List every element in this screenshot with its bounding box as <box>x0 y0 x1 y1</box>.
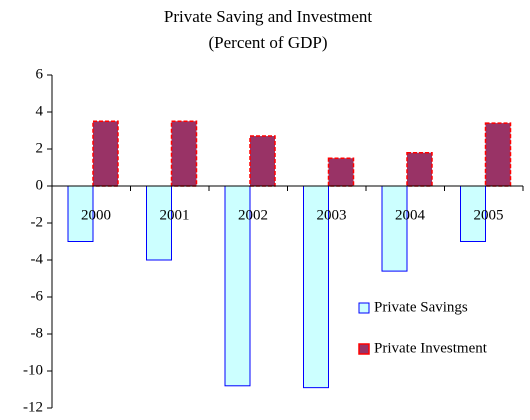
bar <box>327 157 355 187</box>
bar <box>406 151 433 187</box>
bar <box>146 185 172 261</box>
bar <box>303 185 329 389</box>
bar <box>92 120 119 187</box>
legend-label: Private Investment <box>374 340 488 356</box>
chart-title: Private Saving and Investment <box>164 7 372 26</box>
y-tick-label: 0 <box>36 177 44 193</box>
x-tick-label: 2004 <box>395 207 426 223</box>
y-tick-label: -10 <box>23 362 43 378</box>
bar <box>249 135 276 187</box>
x-tick-label: 2003 <box>317 207 347 223</box>
bar <box>67 185 94 242</box>
y-tick-label: -2 <box>31 214 44 230</box>
x-tick-label: 2002 <box>238 207 268 223</box>
bar <box>484 122 512 187</box>
y-tick-label: 2 <box>36 140 44 156</box>
y-tick-label: 6 <box>36 66 44 82</box>
legend-swatch <box>358 302 370 314</box>
y-tick-label: -12 <box>23 399 43 415</box>
y-tick-label: -4 <box>31 251 44 267</box>
chart-subtitle: (Percent of GDP) <box>209 33 328 52</box>
x-tick-label: 2000 <box>81 207 111 223</box>
bar <box>381 185 408 272</box>
y-tick-label: 4 <box>36 103 44 119</box>
legend-swatch <box>358 343 370 355</box>
legend-label: Private Savings <box>374 299 468 315</box>
y-tick-label: -8 <box>31 325 44 341</box>
x-tick-label: 2005 <box>474 207 504 223</box>
bar <box>170 120 198 187</box>
y-tick-label: -6 <box>31 288 44 304</box>
bar <box>460 185 486 242</box>
x-tick-label: 2001 <box>160 207 190 223</box>
